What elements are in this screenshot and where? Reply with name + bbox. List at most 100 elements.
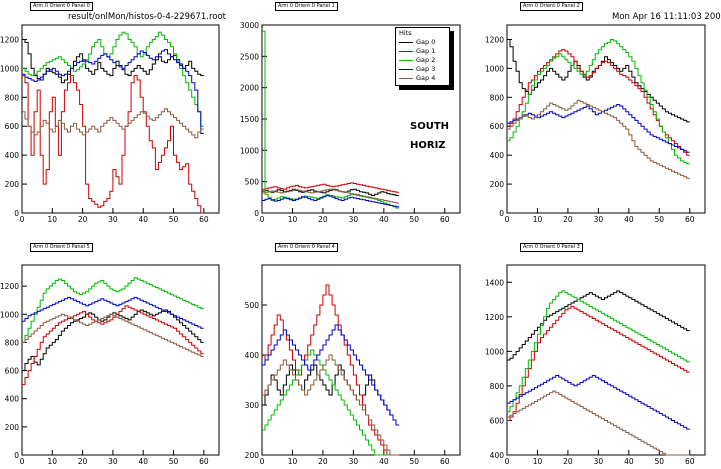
histogram-series bbox=[507, 39, 690, 165]
y-tick-label: 1200 bbox=[0, 282, 19, 291]
legend-label: Gap 2 bbox=[416, 56, 436, 64]
y-tick-label: 400 bbox=[245, 351, 260, 360]
x-tick-label: 30 bbox=[594, 457, 604, 466]
x-tick-label: 20 bbox=[318, 457, 328, 466]
x-tick-label: 10 bbox=[533, 457, 543, 466]
x-tick-label: 20 bbox=[78, 215, 88, 224]
x-tick-label: 60 bbox=[685, 457, 695, 466]
y-tick-label: 600 bbox=[490, 416, 505, 425]
x-tick-label: 60 bbox=[685, 215, 695, 224]
histogram-series bbox=[22, 277, 204, 343]
plot-frame bbox=[506, 24, 706, 214]
y-tick-label: 1000 bbox=[240, 146, 259, 155]
panel-title: Arm 0 Orient 0 Panel 0 bbox=[30, 2, 93, 11]
x-tick-label: 20 bbox=[563, 215, 573, 224]
y-tick-label: 0 bbox=[14, 209, 19, 218]
x-tick-label: 50 bbox=[655, 215, 665, 224]
y-tick-label: 400 bbox=[490, 451, 505, 460]
x-tick-label: 50 bbox=[410, 215, 420, 224]
y-tick-label: 200 bbox=[5, 423, 20, 432]
x-tick-label: 0 bbox=[505, 457, 510, 466]
x-tick-label: 40 bbox=[379, 457, 389, 466]
legend-entry: Gap 4 bbox=[399, 74, 447, 82]
histogram-series bbox=[22, 49, 204, 134]
y-tick-label: 400 bbox=[5, 395, 20, 404]
y-tick-label: 500 bbox=[245, 178, 260, 187]
y-tick-label: 600 bbox=[490, 122, 505, 131]
x-tick-label: 20 bbox=[563, 457, 573, 466]
histogram-series bbox=[507, 390, 690, 456]
histogram-series bbox=[507, 99, 690, 179]
y-tick-label: 1000 bbox=[0, 310, 19, 319]
histogram-series bbox=[22, 296, 204, 329]
y-tick-label: 0 bbox=[14, 451, 19, 460]
x-tick-label: 0 bbox=[505, 215, 510, 224]
x-tick-label: 40 bbox=[624, 215, 634, 224]
x-tick-label: 10 bbox=[48, 457, 58, 466]
histogram-series bbox=[262, 324, 400, 426]
y-tick-label: 1500 bbox=[240, 115, 259, 124]
y-tick-label: 3000 bbox=[240, 21, 259, 30]
x-tick-label: 60 bbox=[199, 215, 209, 224]
y-tick-label: 400 bbox=[5, 151, 20, 160]
x-tick-label: 40 bbox=[624, 457, 634, 466]
x-tick-label: 30 bbox=[349, 215, 359, 224]
overlay-horiz: HORIZ bbox=[410, 140, 446, 151]
x-tick-label: 40 bbox=[379, 215, 389, 224]
y-tick-label: 800 bbox=[490, 93, 505, 102]
x-tick-label: 30 bbox=[349, 457, 359, 466]
x-tick-label: 40 bbox=[138, 215, 148, 224]
y-tick-label: 400 bbox=[490, 151, 505, 160]
histogram-series bbox=[262, 354, 400, 456]
x-tick-label: 30 bbox=[108, 215, 118, 224]
x-tick-label: 50 bbox=[655, 457, 665, 466]
legend-entry: Gap 2 bbox=[399, 56, 447, 64]
legend-entry: Gap 1 bbox=[399, 47, 447, 55]
y-tick-label: 0 bbox=[254, 209, 259, 218]
y-tick-label: 2500 bbox=[240, 52, 259, 61]
legend: Hits Gap 0 Gap 1 Gap 2 Gap 3 Gap 4 bbox=[395, 27, 450, 86]
panel-title: Arm 0 Orient 0 Panel 5 bbox=[30, 243, 93, 252]
histogram-series bbox=[262, 30, 400, 209]
y-tick-label: 600 bbox=[5, 122, 20, 131]
x-tick-label: 0 bbox=[260, 215, 265, 224]
y-tick-label: 1400 bbox=[485, 278, 504, 287]
panel-title: Arm 0 Orient 0 Panel 4 bbox=[275, 243, 338, 252]
x-tick-label: 10 bbox=[533, 215, 543, 224]
y-tick-label: 800 bbox=[5, 93, 20, 102]
histogram-series bbox=[22, 305, 204, 386]
x-tick-label: 0 bbox=[260, 457, 265, 466]
panel-title: Arm 0 Orient 0 Panel 2 bbox=[520, 2, 583, 11]
x-tick-label: 20 bbox=[318, 215, 328, 224]
y-tick-label: 1000 bbox=[0, 64, 19, 73]
histogram-series bbox=[22, 108, 204, 139]
y-tick-label: 0 bbox=[499, 209, 504, 218]
legend-swatch bbox=[399, 42, 413, 43]
panel-title: Arm 0 Orient 0 Panel 1 bbox=[275, 2, 338, 11]
legend-entry: Gap 3 bbox=[399, 65, 447, 73]
y-tick-label: 1000 bbox=[485, 347, 504, 356]
plot-frame bbox=[21, 24, 220, 214]
histogram-plot: 0 10 20 30 40 50 60 400 600 800 1000 1200 1400 bbox=[485, 264, 706, 466]
histogram-plot: 0 10 20 30 40 50 60 200 300 400 500 bbox=[245, 264, 461, 466]
histogram-series bbox=[507, 306, 690, 421]
legend-entry: Gap 0 bbox=[399, 38, 447, 46]
panel-title: Arm 0 Orient 0 Panel 3 bbox=[520, 243, 583, 252]
y-tick-label: 1200 bbox=[485, 313, 504, 322]
histogram-series bbox=[262, 188, 400, 204]
legend-swatch bbox=[399, 60, 413, 61]
y-tick-label: 200 bbox=[5, 180, 20, 189]
plot-frame bbox=[21, 264, 220, 456]
y-tick-label: 1000 bbox=[485, 64, 504, 73]
x-tick-label: 30 bbox=[594, 215, 604, 224]
x-tick-label: 60 bbox=[199, 457, 209, 466]
overlay-south: SOUTH bbox=[410, 121, 450, 132]
x-tick-label: 20 bbox=[78, 457, 88, 466]
legend-label: Gap 4 bbox=[416, 74, 436, 82]
x-tick-label: 50 bbox=[410, 457, 420, 466]
y-tick-label: 2000 bbox=[240, 84, 259, 93]
